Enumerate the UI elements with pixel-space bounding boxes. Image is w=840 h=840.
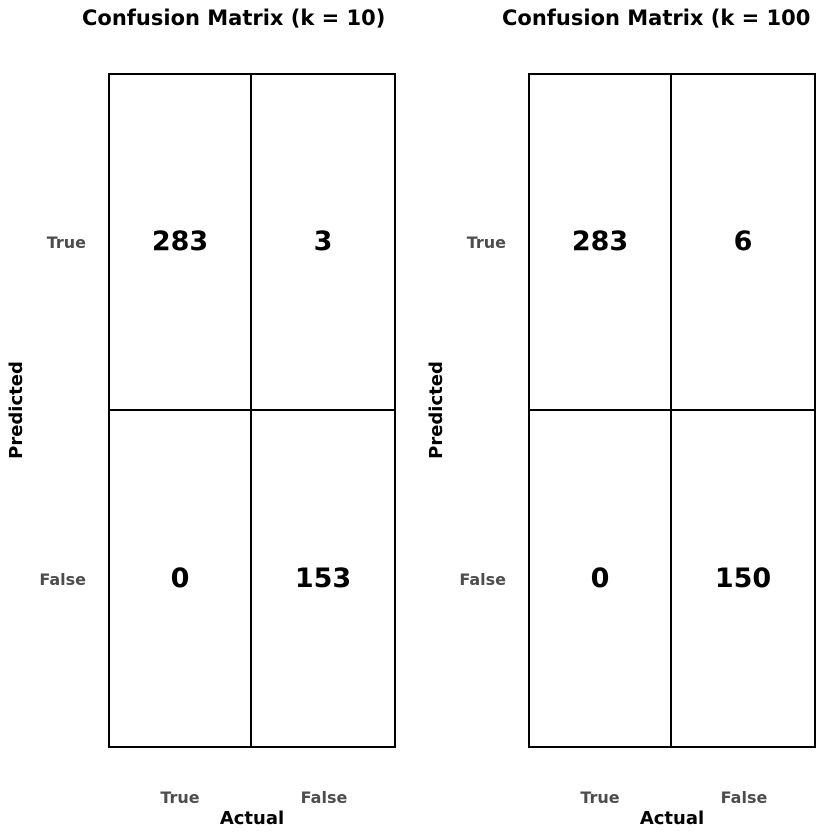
y-tick-label: True xyxy=(46,233,86,252)
x-axis-label: Actual xyxy=(639,808,705,829)
matrix-grid: 283 3 0 153 xyxy=(108,73,396,748)
matrix-cell-predicted-false-actual-true: 0 xyxy=(530,410,672,746)
matrix-cell-predicted-false-actual-false: 153 xyxy=(294,562,352,594)
y-tick-label: False xyxy=(459,570,506,589)
y-axis-label: Predicted xyxy=(6,361,27,459)
chart-title: Confusion Matrix (k = 100 xyxy=(502,6,811,30)
confusion-matrix-panel-k100: Confusion Matrix (k = 100 Predicted True… xyxy=(420,0,840,840)
y-tick-label: False xyxy=(39,570,86,589)
matrix-cell-predicted-true-actual-false: 6 xyxy=(672,75,814,411)
x-tick-label: False xyxy=(300,788,348,807)
x-axis-label: Actual xyxy=(219,808,285,829)
matrix-cell-predicted-false-actual-false: 150 xyxy=(714,562,772,594)
chart-title: Confusion Matrix (k = 10) xyxy=(82,6,386,30)
y-tick-label: True xyxy=(466,233,506,252)
matrix-grid: 283 6 0 150 xyxy=(528,73,816,748)
matrix-cell-predicted-true-actual-false: 3 xyxy=(252,75,394,411)
confusion-matrix-panel-k10: Confusion Matrix (k = 10) Predicted True… xyxy=(6,6,396,829)
matrix-cell-predicted-false-actual-true: 0 xyxy=(110,410,252,746)
x-tick-label: True xyxy=(160,788,200,807)
matrix-cell-predicted-true-actual-true: 283 xyxy=(530,75,672,411)
y-axis-label: Predicted xyxy=(426,361,447,459)
x-tick-label: False xyxy=(720,788,768,807)
matrix-cell-predicted-true-actual-true: 283 xyxy=(110,75,252,411)
x-tick-label: True xyxy=(580,788,620,807)
